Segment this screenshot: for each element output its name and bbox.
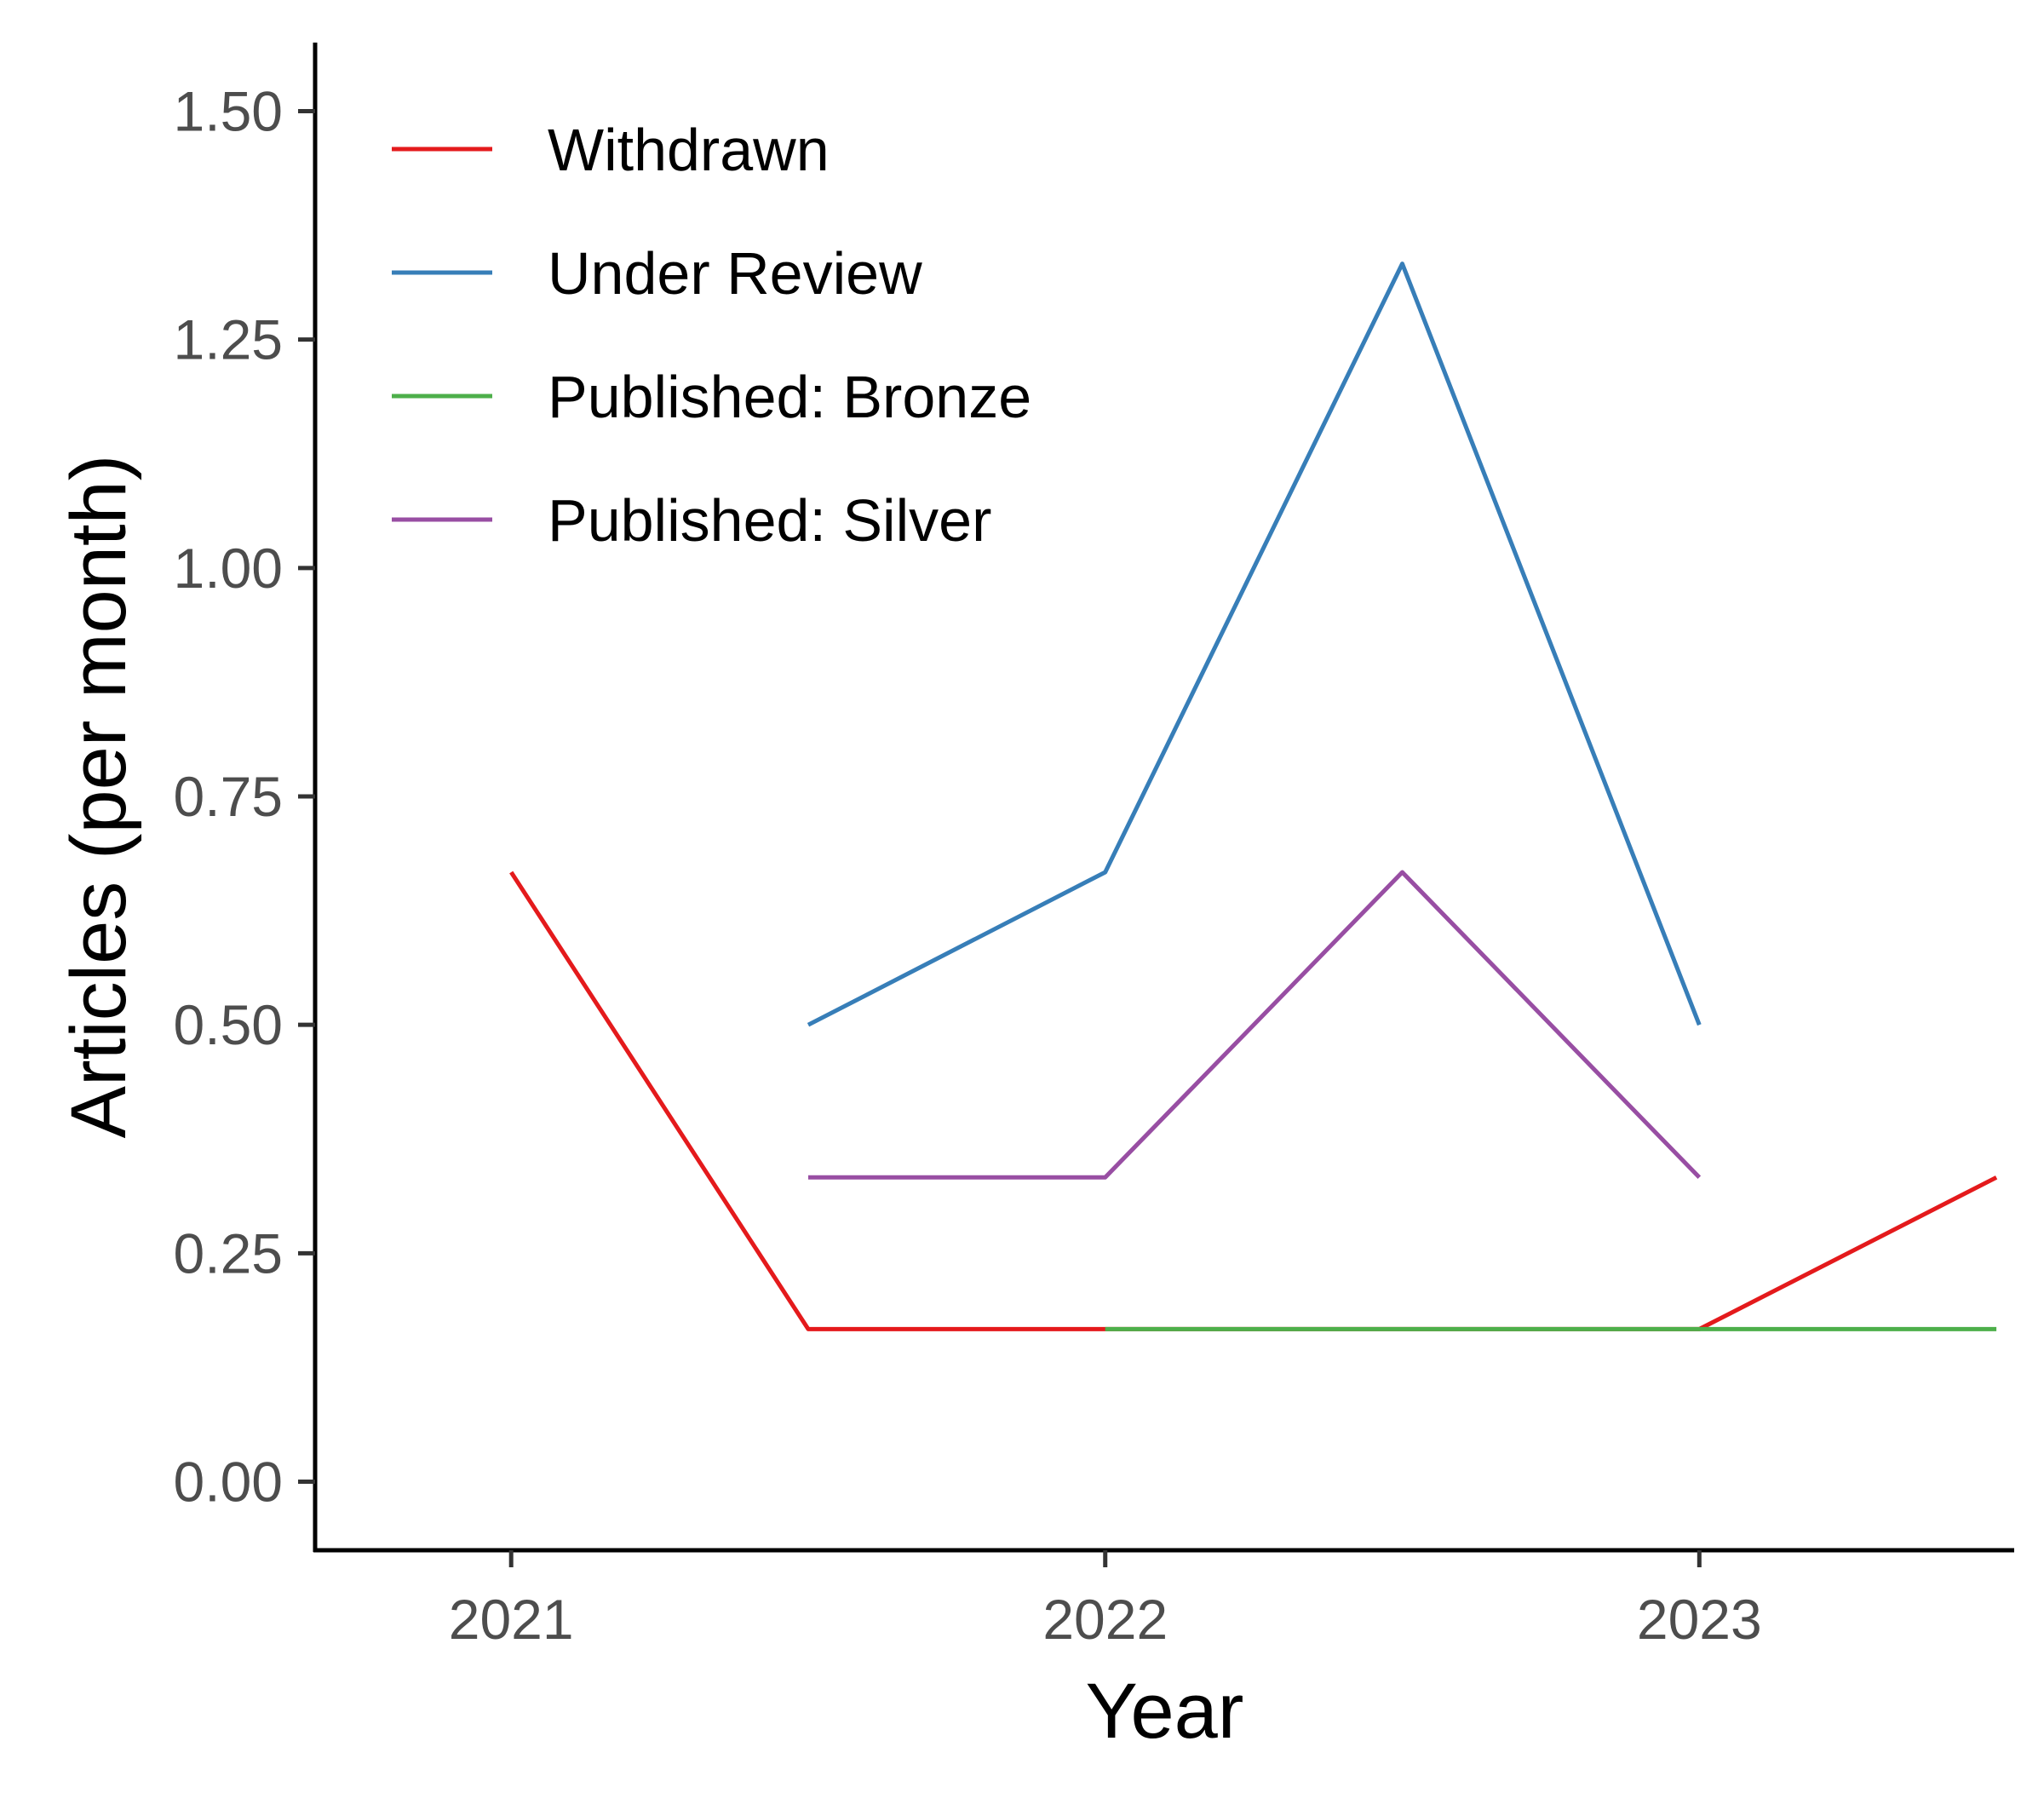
y-tick-label: 0.00 (174, 1451, 283, 1514)
x-axis-title: Year (1086, 1668, 1244, 1755)
y-axis-ticks: 0.00 0.25 0.50 0.75 1.00 1.25 1.50 (174, 79, 315, 1514)
legend: Withdrawn Under Review Published: Bronze Pu… (392, 117, 1031, 554)
y-tick-label: 0.75 (174, 765, 283, 828)
y-tick-label: 1.00 (174, 537, 283, 600)
series-line-withdrawn (509, 871, 1998, 1331)
y-tick-label: 0.50 (174, 993, 283, 1056)
y-tick-label: 1.25 (174, 308, 283, 371)
legend-label-withdrawn: Withdrawn (548, 117, 830, 183)
series-line-under-review (807, 261, 1702, 1027)
axes: 0.000.250.500.751.001.251.50 2021 2022 202… (174, 43, 2014, 1651)
x-tick-label: 2022 (1042, 1588, 1168, 1651)
legend-label-published-silver: Published: Silver (548, 487, 991, 554)
x-tick-label: 2021 (449, 1588, 574, 1651)
series-lines (509, 261, 1998, 1331)
legend-label-under-review: Under Review (548, 240, 922, 307)
x-tick-label: 2023 (1637, 1588, 1762, 1651)
x-axis-ticks: 2021 2022 2023 (449, 1550, 1762, 1651)
y-tick-label: 0.25 (174, 1221, 283, 1284)
y-axis-title: Articles (per month) (55, 455, 142, 1139)
legend-label-published-bronze: Published: Bronze (548, 364, 1031, 430)
series-line-published-silver (808, 870, 1702, 1180)
y-tick-label: 1.50 (174, 79, 283, 142)
